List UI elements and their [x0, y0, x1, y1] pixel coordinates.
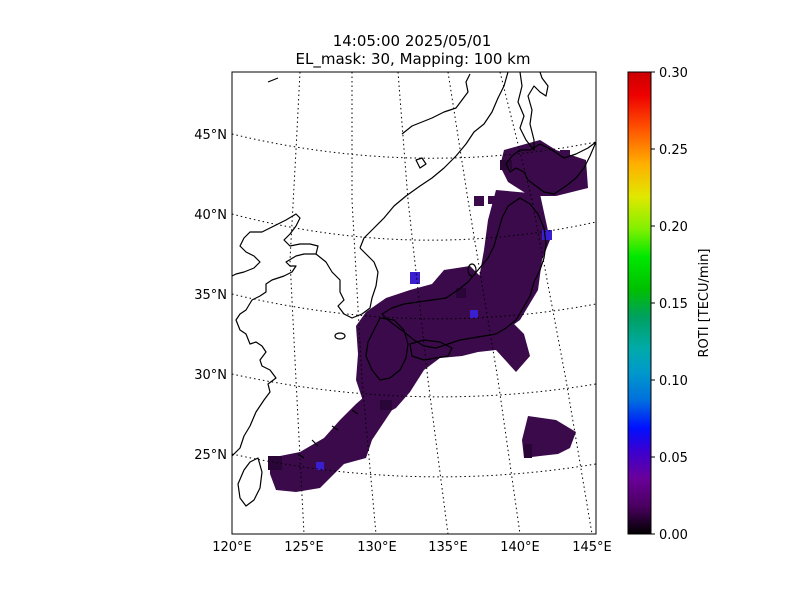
coastline-russia: [359, 72, 509, 249]
colorbar-tick-label: 0.30: [659, 66, 688, 81]
roti-region-4: [522, 416, 576, 458]
lat-tick-label: 45°N: [194, 128, 227, 143]
colorbar-tick-label: 0.00: [659, 528, 688, 543]
parallel-35: [232, 293, 596, 320]
map-panel: 25°N 30°N 35°N 40°N 45°N 120°E 125°E 130…: [194, 71, 612, 555]
roti-cell-3: [268, 456, 282, 470]
coastline-jeju: [334, 332, 346, 340]
lon-tick-label: 145°E: [572, 540, 612, 555]
lon-tick-label: 120°E: [212, 540, 252, 555]
lat-tick-label: 35°N: [194, 288, 227, 303]
coastline-sado: [467, 263, 477, 277]
colorbar-tick-label: 0.20: [659, 220, 688, 235]
title-line-2: EL_mask: 30, Mapping: 100 km: [296, 50, 531, 69]
colorbar-gradient: [627, 71, 652, 535]
lat-tick-label: 40°N: [194, 208, 227, 223]
roti-cell-2: [316, 462, 324, 470]
colorbar-tick-label: 0.10: [659, 374, 688, 389]
roti-cell-10: [488, 196, 496, 204]
title-line-1: 14:05:00 2025/05/01: [333, 32, 492, 50]
lon-tick-label: 125°E: [284, 540, 324, 555]
roti-cell-8: [456, 288, 466, 298]
coastline-taiwan: [237, 457, 263, 507]
lat-tick-label: 30°N: [194, 368, 227, 383]
roti-region-3: [270, 388, 392, 492]
lon-tick-label: 140°E: [500, 540, 540, 555]
lat-tick-labels: 25°N 30°N 35°N 40°N 45°N: [194, 128, 227, 463]
colorbar-tick-label: 0.05: [659, 451, 688, 466]
coastline-shikoku: [409, 339, 453, 361]
meridian-140: [447, 72, 521, 534]
coastline-mainland: [232, 213, 319, 457]
coastlines: [232, 72, 596, 507]
parallel-45: [232, 133, 596, 159]
lat-tick-label: 25°N: [194, 448, 227, 463]
colorbar-ticks: [651, 71, 655, 535]
lon-tick-labels: 120°E 125°E 130°E 135°E 140°E 145°E: [212, 540, 612, 555]
lon-tick-label: 130°E: [357, 540, 397, 555]
coastline-sakhalin: [517, 72, 549, 151]
colorbar-tick-label: 0.15: [659, 297, 688, 312]
coastline-small-island-2: [267, 77, 279, 83]
coastline-hokkaido: [505, 141, 596, 195]
lon-tick-label: 135°E: [428, 540, 468, 555]
coastline-okhotsk: [401, 73, 471, 135]
coastline-ryukyu: [297, 409, 359, 459]
roti-region-2: [356, 266, 530, 418]
roti-cell-7: [542, 230, 552, 240]
graticule: [232, 72, 596, 534]
roti-cell-0: [410, 272, 420, 284]
roti-cell-1: [470, 310, 478, 318]
colorbar-label: ROTI [TECU/min]: [697, 249, 712, 358]
colorbar-tick-label: 0.25: [659, 143, 688, 158]
map-frame: [231, 71, 597, 535]
meridian-135: [397, 72, 449, 534]
coastline-kyushu: [365, 317, 409, 381]
roti-cell-9: [474, 196, 484, 206]
roti-cell-6: [524, 444, 532, 458]
colorbar: 0.00 0.05 0.10 0.15 0.20 0.25 0.30 ROTI …: [627, 66, 712, 543]
parallel-40: [232, 213, 596, 241]
coastline-korea: [315, 247, 379, 319]
roti-cell-5: [380, 400, 392, 410]
roti-cell-11: [560, 150, 570, 160]
roti-cells: [268, 140, 588, 492]
meridian-130: [351, 72, 377, 534]
coastline-small-island: [415, 157, 427, 169]
colorbar-tick-labels: 0.00 0.05 0.10 0.15 0.20 0.25 0.30: [659, 66, 688, 543]
